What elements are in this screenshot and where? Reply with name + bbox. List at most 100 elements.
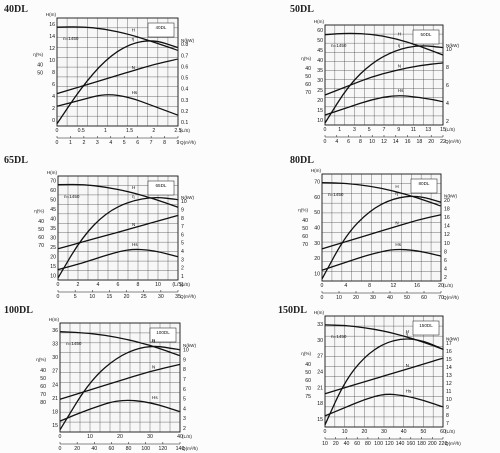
head-axis-label: H(m) [314,19,325,24]
flow-m3h-tick-label: 35 [175,294,181,300]
curve-label: N [395,220,398,225]
head-tick-label: 24 [52,382,58,388]
flow-ls-tick-label: 1 [104,128,107,134]
head-tick-label: 15 [317,417,323,423]
power-tick-label: 18 [444,207,450,213]
head-tick-label: 10 [50,273,56,279]
flow-ls-tick-label: 1 [338,127,341,133]
efficiency-tick-label: 60 [40,384,46,390]
efficiency-tick-label: 60 [302,234,308,240]
flow-m3h-tick-label: 0 [57,294,60,300]
flow-m3h-tick-label: 9 [177,140,180,146]
flow-ls-tick-label: 40 [401,429,407,435]
efficiency-axis-label: η(%) [33,52,43,57]
power-tick-label: 0.5 [181,76,188,82]
head-tick-label: 10 [317,118,323,124]
flow-m3h-tick-label: 70 [438,295,444,301]
head-tick-label: 35 [317,68,323,74]
power-tick-label: 4 [444,266,447,272]
chart-panel-4: 80DLH(m)10203040506070η(%)40506070N(kW)2… [290,155,459,301]
power-tick-label: 16 [446,349,452,355]
head-tick-label: 10 [314,271,320,277]
flow-ls-unit: (L/S) [443,283,453,288]
flow-m3h-tick-label: 20 [333,441,339,447]
curve-label: Hs [406,388,412,393]
curve-label: η [398,43,401,48]
head-tick-label: 15 [50,264,56,270]
power-tick-label: 0.4 [181,87,188,93]
flow-m3h-tick-label: 40 [387,295,393,301]
chart-panel-1: 40DL H(m)0246810121416η(%)4050N(kW)0.10.2… [4,4,196,146]
flow-m3h-unit: Q(m³/h) [445,441,461,446]
curve-hs [324,95,444,116]
model-tag-box [147,22,175,38]
power-tick-label: 6 [444,258,447,264]
flow-m3h-tick-label: 60 [109,446,115,452]
power-tick-label: 6 [181,232,184,238]
power-tick-label: 3 [183,416,186,422]
power-tick-label: 8 [446,413,449,419]
curve-label: N [152,364,155,369]
power-tick-label: 7 [446,421,449,427]
flow-m3h-tick-label: 30 [158,294,164,300]
head-tick-label: 21 [52,396,58,402]
flow-m3h-tick-label: 30 [370,295,376,301]
flow-ls-tick-label: 0.5 [78,128,85,134]
flow-ls-tick-label: 10 [87,434,93,440]
efficiency-tick-label: 40 [302,218,308,224]
head-tick-label: 25 [317,88,323,94]
curve-n [59,363,181,400]
efficiency-tick-label: 50 [37,71,43,77]
flow-m3h-tick-label: 20 [74,446,80,452]
flow-ls-tick-label: 10 [342,429,348,435]
flow-m3h-tick-label: 2 [82,140,85,146]
head-tick-label: 30 [314,241,320,247]
flow-m3h-tick-label: 20 [353,295,359,301]
head-tick-label: 21 [317,385,323,391]
head-tick-label: 30 [52,355,58,361]
flow-ls-tick-label: 10 [155,282,161,288]
flow-m3h-tick-label: 0 [324,139,327,145]
flow-m3h-tick-label: 8 [359,139,362,145]
curve-label: η [132,37,135,42]
flow-m3h-tick-label: 10 [336,295,342,301]
flow-ls-tick-label: 8 [137,282,140,288]
flow-ls-tick-label: 50 [420,429,426,435]
flow-m3h-unit: Q(m³/h) [445,139,461,144]
curve-label: H [398,32,401,37]
chart-panel-5: 100DLH(m)1518212427303336η(%)4050607080N… [4,305,198,452]
model-tag-label: 100DL [156,330,170,335]
power-tick-label: 10 [446,397,452,403]
flow-ls-tick-label: 30 [147,434,153,440]
efficiency-tick-label: 60 [38,235,44,241]
head-axis-label: H(m) [311,168,322,173]
flow-ls-tick-label: 0 [57,282,60,288]
flow-m3h-tick-label: 80 [126,446,132,452]
flow-m3h-tick-label: 3 [96,140,99,146]
flow-m3h-tick-label: 120 [159,446,168,452]
model-tag-box [412,29,440,45]
model-tag-box [147,180,175,196]
power-tick-label: 10 [181,199,187,205]
flow-m3h-tick-label: 0 [59,446,62,452]
power-tick-label: 4 [183,406,186,412]
curve-hs [324,393,444,417]
power-tick-label: 12 [446,381,452,387]
flow-m3h-tick-label: 100 [374,441,383,447]
curve-efficiency [59,345,181,431]
curve-n [324,357,444,395]
flow-m3h-unit: Q(m³/h) [182,446,198,451]
head-tick-label: 27 [317,354,323,360]
power-tick-label: 14 [444,224,450,230]
curve-h [324,324,444,350]
curve-label: H [395,184,398,189]
curve-label: Hs [152,395,158,400]
power-tick-label: 2 [183,426,186,432]
model-tag-label: 40DL [156,25,167,30]
flow-ls-tick-label: 7 [383,127,386,133]
speed-label: n=1450 [331,334,347,339]
flow-ls-tick-label: 2 [77,282,80,288]
power-tick-label: 4 [181,249,184,255]
model-tag-label: 80DL [419,181,430,186]
efficiency-tick-label: 60 [305,378,311,384]
